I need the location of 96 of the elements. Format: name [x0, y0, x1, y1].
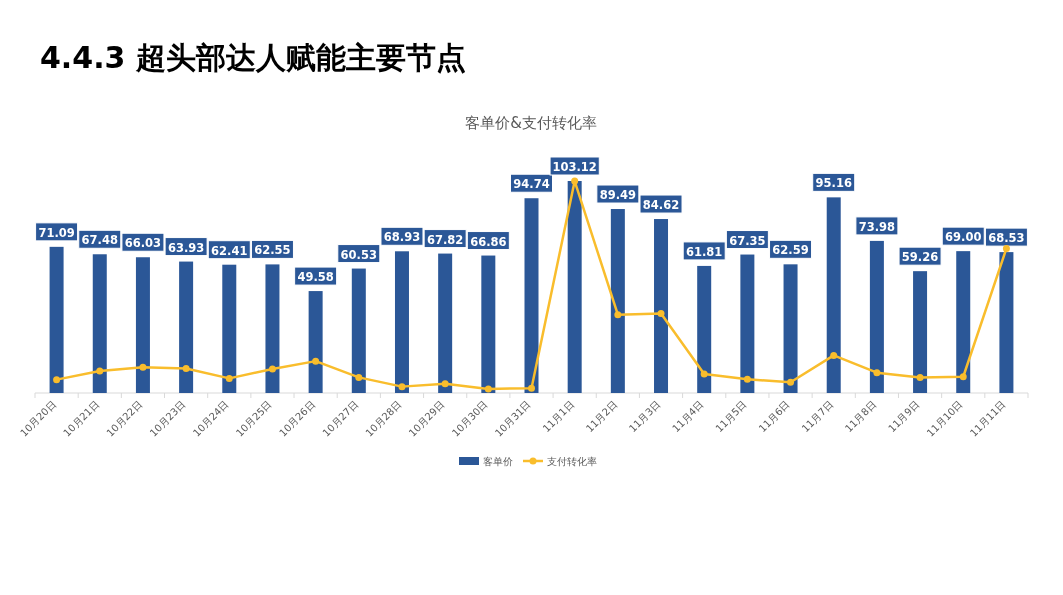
- bar: [654, 219, 669, 393]
- x-tick-label: 10月28日: [363, 398, 404, 439]
- data-label: 63.93: [167, 240, 205, 255]
- data-label: 66.86: [470, 234, 507, 249]
- point: [1002, 244, 1010, 252]
- bar: [394, 251, 409, 393]
- point: [571, 177, 579, 185]
- point: [53, 376, 61, 384]
- point: [743, 375, 751, 383]
- point: [484, 385, 492, 393]
- data-label: 95.16: [815, 176, 852, 191]
- data-label: 68.53: [988, 231, 1025, 246]
- x-tick-label: 10月21日: [61, 398, 102, 439]
- bar: [179, 261, 194, 393]
- point: [700, 370, 708, 378]
- bar: [308, 291, 323, 393]
- bar: [92, 254, 107, 393]
- bar: [481, 255, 496, 393]
- point: [959, 373, 967, 381]
- data-label: 84.62: [642, 198, 680, 213]
- point: [355, 373, 363, 381]
- legend-label: 客单价: [483, 456, 513, 467]
- x-tick-label: 11月9日: [886, 398, 922, 435]
- x-tick-label: 10月23日: [147, 398, 188, 439]
- x-tick-label: 10月29日: [406, 398, 447, 439]
- point: [916, 374, 924, 382]
- data-label: 49.58: [297, 270, 334, 285]
- bar: [222, 264, 237, 393]
- bar: [567, 181, 582, 393]
- point: [312, 357, 320, 365]
- data-label: 68.93: [383, 230, 421, 245]
- x-tick-label: 10月31日: [493, 398, 533, 439]
- data-label: 61.81: [686, 244, 723, 259]
- bar: [438, 253, 453, 393]
- chart-subtitle: 客单价&支付转化率: [465, 114, 597, 132]
- point: [96, 367, 104, 375]
- data-label: 94.74: [513, 177, 550, 192]
- x-tick-label: 10月27日: [320, 398, 361, 439]
- x-tick-label: 11月5日: [713, 398, 749, 435]
- data-label: 67.48: [81, 233, 118, 248]
- data-label: 67.82: [426, 232, 464, 247]
- bar: [135, 257, 150, 393]
- data-label: 67.35: [729, 233, 766, 248]
- x-tick-label: 10月26日: [277, 398, 318, 439]
- data-label: 89.49: [599, 188, 637, 203]
- bar: [265, 264, 280, 393]
- point: [830, 351, 838, 359]
- x-tick-label: 10月24日: [190, 398, 231, 439]
- bar: [956, 251, 971, 393]
- bar: [49, 246, 64, 393]
- data-label: 71.09: [38, 225, 75, 240]
- point: [268, 365, 276, 373]
- bar: [351, 268, 366, 393]
- point: [225, 374, 233, 382]
- legend-label: 支付转化率: [547, 456, 597, 467]
- x-tick-label: 10月20日: [18, 398, 58, 439]
- bar: [999, 252, 1014, 393]
- point: [398, 383, 406, 391]
- point: [182, 365, 190, 373]
- bar: [740, 254, 755, 393]
- data-label: 62.59: [772, 243, 809, 258]
- chart-title: 4.4.3 超头部达人赋能主要节点: [40, 40, 466, 75]
- x-tick-label: 11月10日: [924, 398, 965, 439]
- bar: [913, 271, 928, 393]
- point: [657, 309, 665, 317]
- data-label: 59.26: [901, 250, 939, 265]
- point: [614, 311, 622, 319]
- data-label: 73.98: [858, 219, 896, 234]
- bar: [697, 265, 712, 393]
- bar: [869, 240, 884, 393]
- bar: [610, 209, 625, 393]
- data-label: 62.41: [211, 243, 248, 258]
- point: [873, 369, 881, 377]
- x-tick-label: 11月11日: [967, 398, 1008, 439]
- x-tick-label: 11月3日: [627, 398, 663, 435]
- data-label: 69.00: [945, 230, 982, 245]
- bar: [783, 264, 798, 393]
- data-label: 103.12: [552, 160, 597, 174]
- point: [787, 378, 795, 386]
- x-tick-label: 10月22日: [104, 398, 145, 439]
- x-tick-label: 11月1日: [540, 398, 577, 435]
- data-label: 62.55: [254, 243, 291, 258]
- x-tick-label: 10月30日: [449, 398, 490, 439]
- point: [139, 363, 147, 371]
- bar: [524, 198, 539, 393]
- point: [528, 384, 535, 392]
- x-tick-label: 11月8日: [842, 398, 879, 435]
- point: [441, 380, 449, 388]
- x-tick-label: 10月25日: [233, 398, 274, 439]
- data-label: 60.53: [340, 247, 377, 262]
- x-tick-label: 11月6日: [756, 398, 792, 435]
- data-label: 66.03: [124, 236, 162, 251]
- x-tick-label: 11月2日: [583, 398, 620, 435]
- x-tick-label: 11月4日: [670, 398, 706, 435]
- bar: [826, 197, 841, 393]
- x-tick-label: 11月7日: [799, 398, 836, 435]
